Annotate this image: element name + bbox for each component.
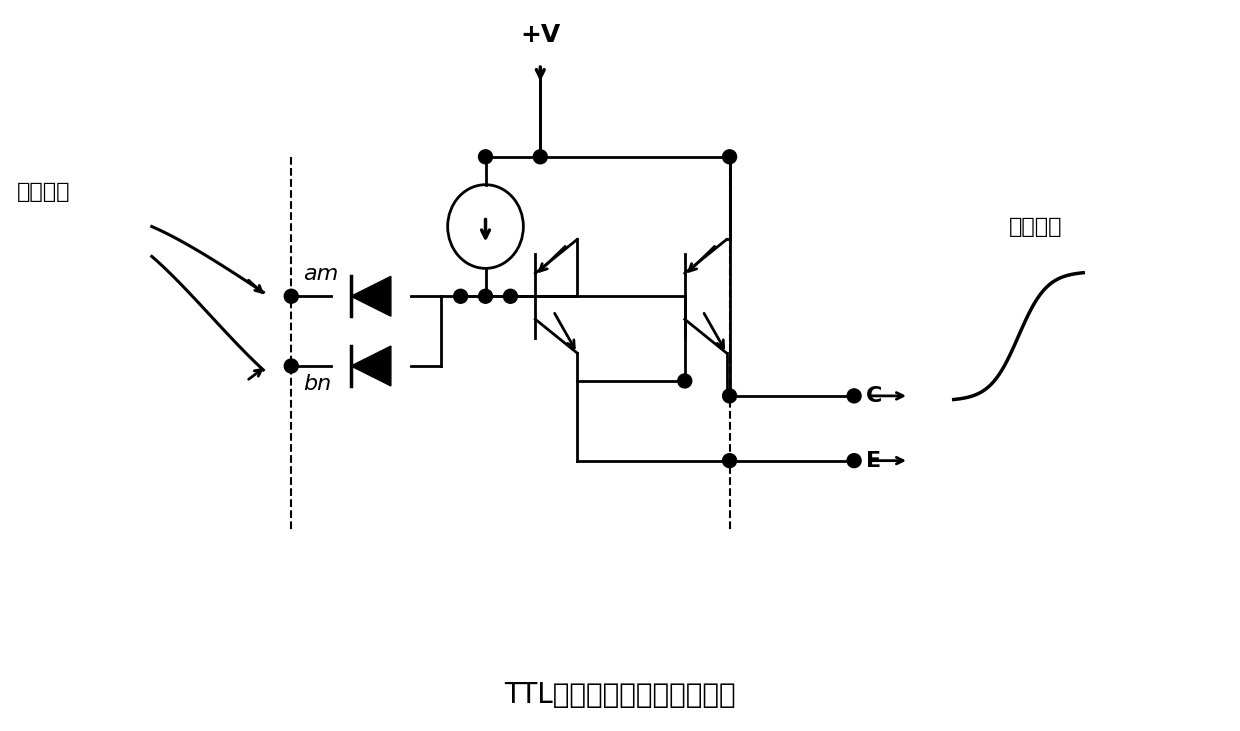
Circle shape — [454, 289, 467, 303]
Polygon shape — [351, 346, 391, 386]
Circle shape — [503, 289, 517, 303]
Circle shape — [723, 150, 737, 164]
Circle shape — [847, 454, 861, 468]
Circle shape — [533, 150, 547, 164]
Circle shape — [723, 454, 737, 468]
Circle shape — [678, 374, 692, 388]
Circle shape — [284, 359, 299, 373]
Circle shape — [847, 389, 861, 403]
Text: bn: bn — [304, 374, 331, 394]
Text: 分形输出: 分形输出 — [1008, 216, 1061, 237]
Circle shape — [284, 289, 299, 303]
Text: E: E — [866, 450, 882, 471]
Circle shape — [479, 150, 492, 164]
Text: am: am — [304, 265, 339, 284]
Polygon shape — [351, 276, 391, 317]
Text: C: C — [866, 386, 883, 406]
Text: +V: +V — [520, 23, 560, 48]
Text: 权值输入: 权值输入 — [17, 182, 71, 202]
Circle shape — [723, 389, 737, 403]
Text: TTL有源位权型量化逻辑电路: TTL有源位权型量化逻辑电路 — [505, 681, 735, 709]
Circle shape — [479, 289, 492, 303]
